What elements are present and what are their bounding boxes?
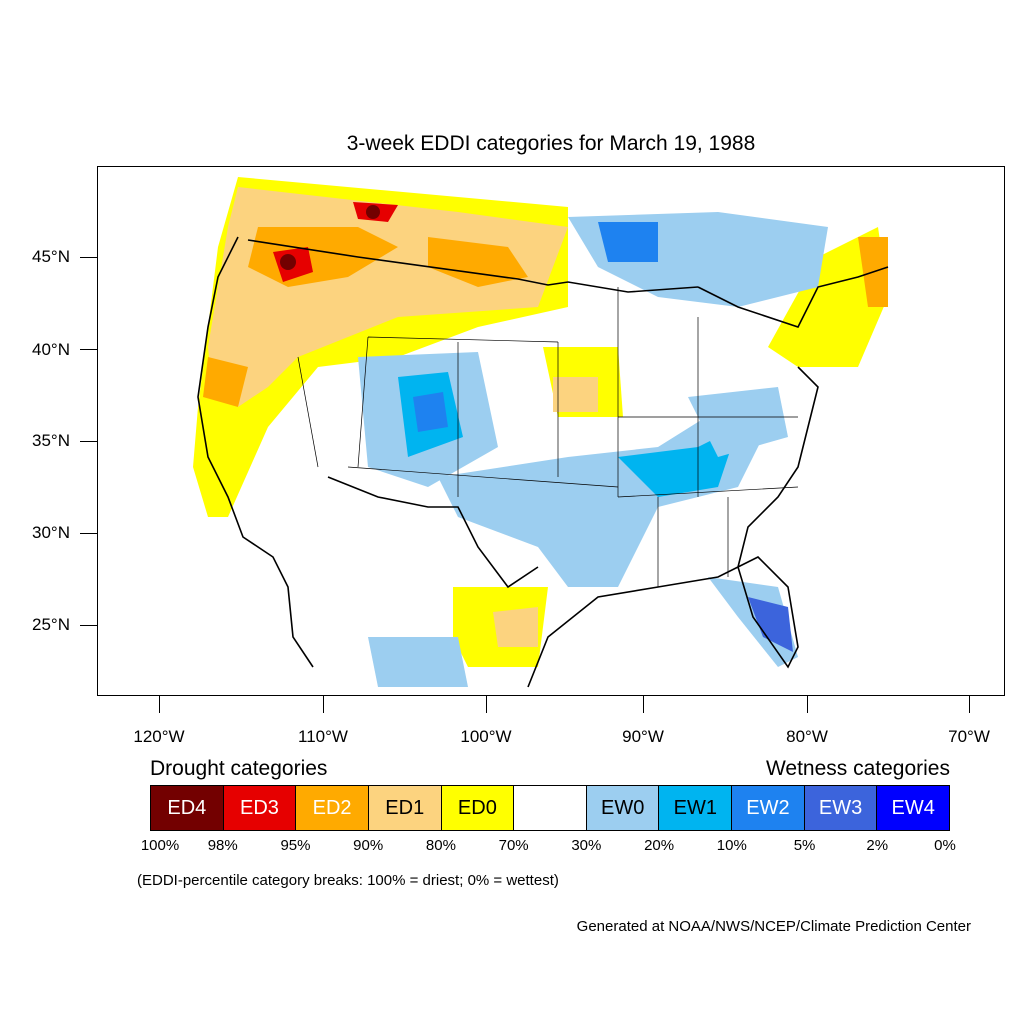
- drought-heading: Drought categories: [150, 757, 328, 780]
- map-frame: [97, 166, 1005, 696]
- boundaries: [197, 236, 889, 688]
- legend-swatch: ED3: [223, 786, 297, 830]
- lat-tick-mark: [80, 441, 97, 442]
- lon-tick-110: 110°W: [298, 727, 348, 746]
- legend-swatch: [514, 786, 587, 830]
- legend-break-label: 100%: [140, 837, 180, 854]
- lat-tick-45: 45°N: [32, 247, 70, 266]
- lon-tick-mark: [969, 696, 970, 713]
- lat-tick-25: 25°N: [32, 615, 70, 634]
- lat-tick-mark: [80, 257, 97, 258]
- lat-tick-mark: [80, 625, 97, 626]
- lat-tick-mark: [80, 349, 97, 350]
- legend-swatch: ED0: [441, 786, 515, 830]
- legend-swatch: EW1: [659, 786, 733, 830]
- lon-tick-mark: [807, 696, 808, 713]
- lon-tick-mark: [159, 696, 160, 713]
- legend-swatch: EW4: [877, 786, 950, 830]
- lat-tick-30: 30°N: [32, 523, 70, 542]
- state-lines: [297, 287, 799, 587]
- legend-break-label: 80%: [425, 837, 456, 854]
- legend-swatch: EW2: [732, 786, 805, 830]
- legend-break-label: 90%: [353, 837, 384, 854]
- lon-tick-mark: [643, 696, 644, 713]
- drought-regions: [193, 177, 888, 667]
- eddi-map: [193, 177, 889, 688]
- lon-tick-80: 80°W: [786, 727, 828, 746]
- category-note: (EDDI-percentile category breaks: 100% =…: [137, 872, 559, 889]
- lon-tick-100: 100°W: [460, 727, 512, 746]
- category-legend: ED4 ED3 ED2 ED1 ED0 EW0 EW1 EW2 EW3 EW4: [150, 785, 950, 831]
- legend-break-label: 2%: [866, 837, 889, 854]
- legend-break-label: 30%: [571, 837, 602, 854]
- lon-tick-mark: [323, 696, 324, 713]
- lon-tick-120: 120°W: [133, 727, 185, 746]
- legend-break-label: 5%: [793, 837, 816, 854]
- wetness-regions: [358, 212, 828, 687]
- lat-tick-40: 40°N: [32, 340, 70, 359]
- lon-tick-90: 90°W: [622, 727, 664, 746]
- legend-break-label: 0%: [934, 837, 956, 854]
- map-title: 3-week EDDI categories for March 19, 198…: [346, 132, 756, 155]
- legend-swatch: EW0: [586, 786, 660, 830]
- legend-break-label: 10%: [716, 837, 747, 854]
- legend-swatch: ED1: [368, 786, 442, 830]
- credit-text: Generated at NOAA/NWS/NCEP/Climate Predi…: [576, 918, 971, 935]
- legend-swatch: ED4: [151, 786, 224, 830]
- lat-tick-35: 35°N: [32, 431, 70, 450]
- legend-break-label: 98%: [207, 837, 238, 854]
- lon-tick-70: 70°W: [948, 727, 990, 746]
- legend-break-label: 20%: [644, 837, 675, 854]
- legend-break-label: 70%: [498, 837, 529, 854]
- lon-tick-mark: [486, 696, 487, 713]
- legend-swatch: EW3: [804, 786, 878, 830]
- legend-swatch: ED2: [296, 786, 369, 830]
- legend-break-label: 95%: [280, 837, 311, 854]
- wetness-heading: Wetness categories: [765, 757, 950, 780]
- lat-tick-mark: [80, 533, 97, 534]
